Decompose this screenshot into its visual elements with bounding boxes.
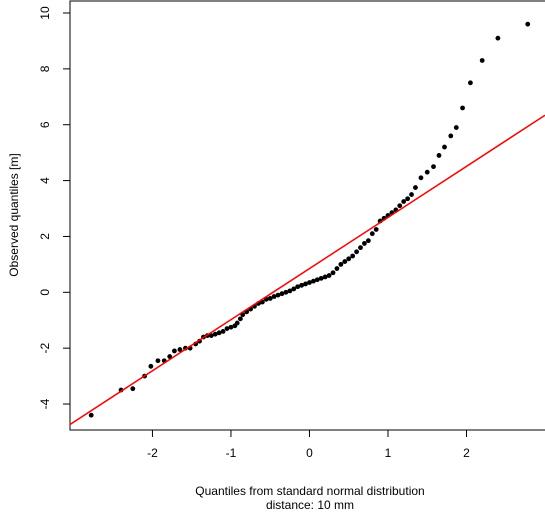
y-tick-label: 2: [38, 233, 52, 240]
point: [365, 238, 371, 244]
point: [267, 296, 273, 301]
point: [525, 21, 531, 27]
point: [310, 278, 316, 284]
point: [405, 196, 411, 202]
point: [88, 412, 94, 418]
y-tick-label: 8: [38, 65, 52, 72]
point: [322, 274, 328, 280]
point: [350, 253, 356, 259]
point: [208, 333, 214, 338]
point: [271, 294, 277, 299]
point: [167, 354, 173, 359]
point: [307, 280, 312, 285]
y-tick-label: -4: [38, 398, 52, 409]
y-axis-label: Observed quantiles [m]: [7, 153, 21, 276]
point: [409, 192, 414, 197]
point: [291, 286, 297, 292]
point: [318, 275, 324, 281]
reference-line: [69, 114, 545, 426]
y-tick-label: 0: [38, 289, 52, 296]
point: [354, 249, 359, 255]
point: [448, 133, 454, 139]
point: [495, 35, 501, 41]
point: [275, 292, 281, 298]
point: [373, 227, 379, 232]
point: [418, 175, 424, 181]
point: [334, 266, 340, 271]
y-tick-label: 4: [38, 177, 52, 184]
point: [453, 125, 459, 130]
point: [362, 241, 367, 246]
subtitle: distance: 10 mm: [266, 498, 354, 512]
x-tick-label: 0: [306, 446, 313, 460]
point: [177, 347, 183, 352]
point: [295, 284, 301, 290]
x-tick-label: 1: [385, 446, 392, 460]
point: [314, 277, 320, 283]
point: [148, 363, 154, 369]
y-tick-label: 6: [38, 121, 52, 128]
point: [358, 245, 363, 251]
point: [283, 289, 289, 295]
point: [424, 169, 430, 175]
point: [287, 288, 293, 294]
point: [279, 291, 285, 297]
point: [155, 358, 161, 364]
point: [216, 330, 222, 336]
point: [342, 259, 348, 264]
point: [220, 329, 226, 334]
x-tick-label: -1: [226, 446, 237, 460]
point: [228, 324, 234, 330]
point: [436, 153, 442, 158]
x-tick-label: -2: [147, 446, 158, 460]
point: [338, 261, 344, 267]
point: [346, 256, 352, 262]
y-tick-label: -2: [38, 343, 52, 354]
point: [130, 386, 136, 392]
x-tick-label: 2: [463, 446, 470, 460]
plot-box: [69, 0, 545, 431]
point: [468, 80, 473, 86]
point: [299, 282, 305, 288]
point: [479, 58, 485, 63]
point: [431, 164, 436, 170]
point: [303, 281, 308, 287]
point: [413, 185, 418, 190]
point: [234, 320, 240, 326]
y-tick-label: 10: [38, 6, 52, 20]
point: [172, 348, 177, 354]
point: [326, 273, 332, 278]
point: [224, 326, 230, 332]
point: [397, 203, 403, 209]
point: [330, 270, 336, 276]
x-axis-label: Quantiles from standard normal distribut…: [195, 484, 424, 498]
point: [460, 105, 465, 111]
point: [212, 331, 218, 337]
point: [401, 199, 407, 204]
point: [237, 316, 243, 322]
point: [442, 144, 447, 150]
point: [369, 231, 375, 237]
